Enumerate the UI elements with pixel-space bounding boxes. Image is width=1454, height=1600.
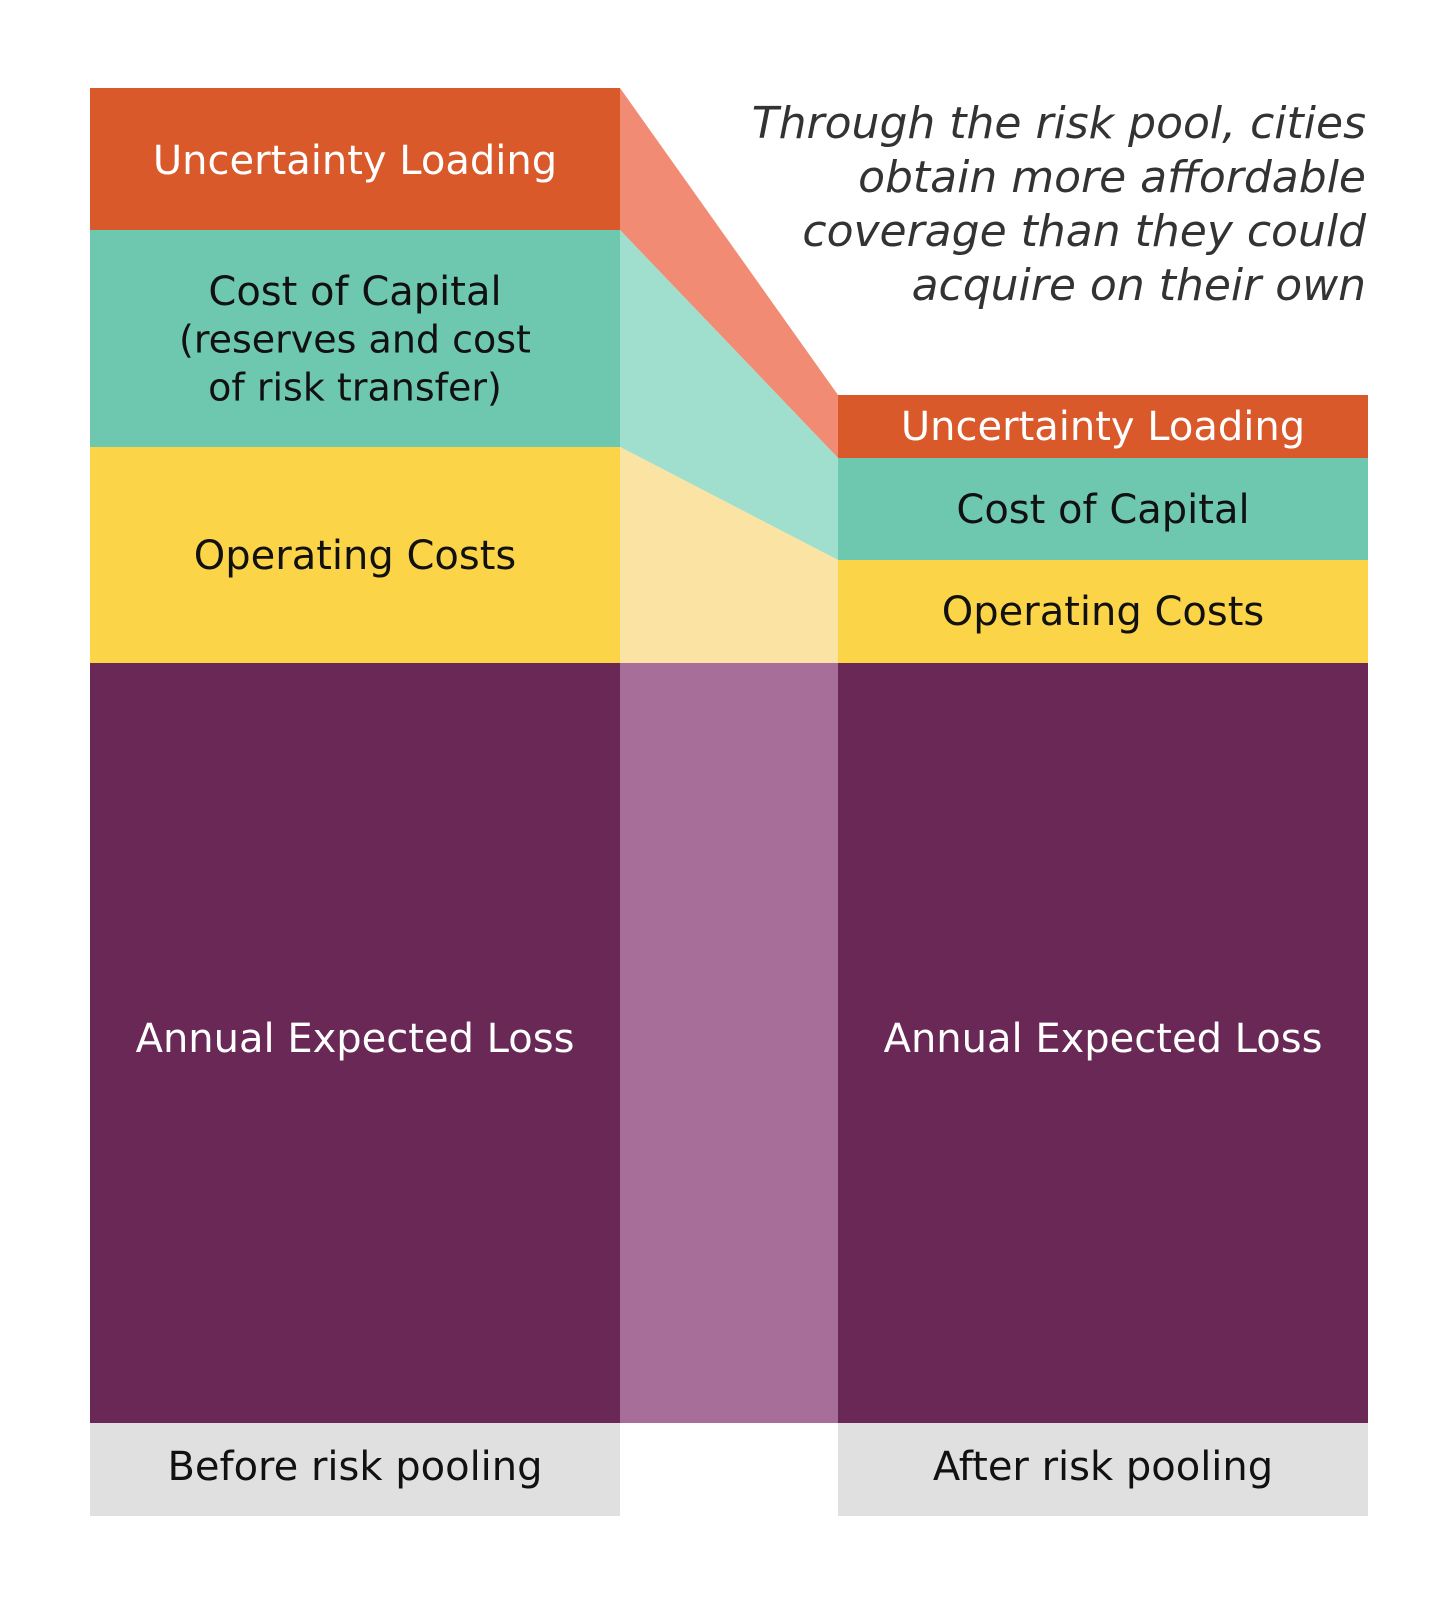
caption-line-3: coverage than they could: [802, 206, 1367, 257]
after-footer: [838, 1423, 1368, 1516]
after-loss-block: [838, 663, 1368, 1423]
before-operating-block: [90, 447, 620, 663]
before-uncertainty-label: Uncertainty Loading: [153, 138, 557, 184]
after-operating-block: [838, 560, 1368, 663]
before-capital-sub1: (reserves and cost: [179, 318, 531, 362]
capital-band: [620, 230, 838, 560]
caption-line-1: Through the risk pool, cities: [752, 98, 1366, 149]
uncertainty-band: [620, 88, 838, 458]
before-footer-label: Before risk pooling: [167, 1444, 542, 1490]
operating-band: [620, 447, 838, 663]
caption-line-2: obtain more affordable: [858, 152, 1366, 203]
before-loss-label: Annual Expected Loss: [136, 1016, 575, 1062]
after-capital-label: Cost of Capital: [956, 487, 1249, 533]
before-footer: [90, 1423, 620, 1516]
before-capital-title: Cost of Capital: [208, 269, 501, 315]
after-footer-label: After risk pooling: [933, 1444, 1273, 1490]
after-capital-block: [838, 458, 1368, 560]
caption-line-4: acquire on their own: [912, 260, 1366, 311]
after-uncertainty-block: [838, 395, 1368, 458]
before-loss-block: [90, 663, 620, 1423]
before-capital-sub2: of risk transfer): [208, 366, 502, 410]
after-uncertainty-label: Uncertainty Loading: [901, 404, 1305, 450]
after-loss-label: Annual Expected Loss: [884, 1016, 1323, 1062]
before-uncertainty-block: [90, 88, 620, 230]
after-operating-label: Operating Costs: [942, 589, 1264, 635]
loss-band: [620, 663, 838, 1423]
before-capital-block: [90, 230, 620, 447]
before-operating-label: Operating Costs: [194, 533, 516, 579]
